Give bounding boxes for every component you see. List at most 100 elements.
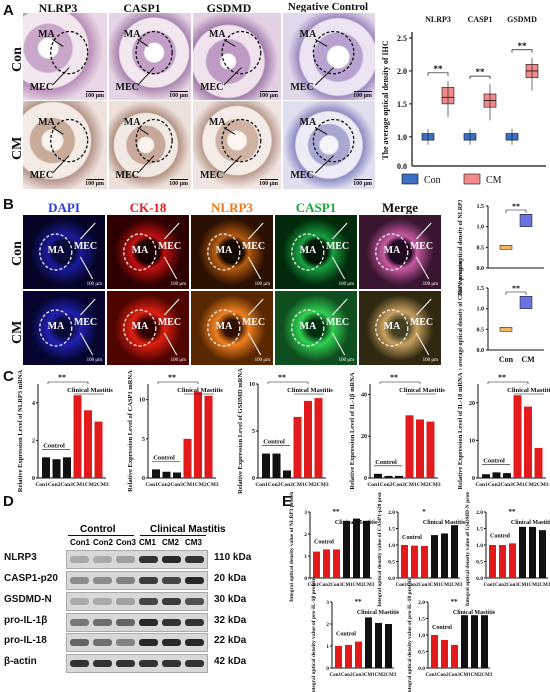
scale-bar-label: 100 μm xyxy=(338,358,354,363)
flu-image-CM-merge: MA MEC 100 μm xyxy=(358,290,442,366)
scale-bar-label: 100 μm xyxy=(338,282,354,287)
y-tick-label: 1.0 xyxy=(418,633,425,639)
bar xyxy=(529,526,536,578)
ihc-col-casp1: CASP1 xyxy=(123,1,161,15)
x-tick-labels: Con1Con2Con3CM1CM2CM3 xyxy=(330,673,397,678)
bar xyxy=(355,641,362,668)
wb-blot-pro-il-18 xyxy=(66,633,208,652)
annotation-mec: MEC xyxy=(157,317,182,328)
annotation-ma: MA xyxy=(383,245,401,256)
wb-lane-cm2: CM2 xyxy=(162,538,179,547)
wb-lane-cm1: CM1 xyxy=(139,538,156,547)
bar xyxy=(353,518,360,578)
bar xyxy=(173,472,181,478)
sig-mark: ** xyxy=(333,508,341,516)
scale-bar-label: 100 μm xyxy=(422,282,438,287)
ihc-box-chart: 1.0 1.5 2.0 2.5 0.0 The average optical densi… xyxy=(381,15,546,186)
annotation-mec: MEC xyxy=(290,169,314,181)
wb-band xyxy=(116,639,135,646)
y-axis-label: Relative Expression Level of GSDMD mRNA xyxy=(237,368,244,494)
bar xyxy=(431,635,438,668)
legend-label-cm: CM xyxy=(486,175,502,186)
wb-band xyxy=(162,556,181,563)
wb-band xyxy=(116,577,135,584)
wb-band xyxy=(70,556,89,563)
y-tick-label: 4 xyxy=(32,401,35,407)
sig-mark: ** xyxy=(509,508,517,516)
annotation-mec: MEC xyxy=(200,81,224,93)
sig-bracket xyxy=(469,75,491,80)
control-label: Control xyxy=(153,454,175,461)
y-tick-label: 0.5 xyxy=(476,560,483,566)
ihc-image-CM-1: MA MEC 100 μm xyxy=(108,100,192,190)
panel-label-c: C xyxy=(3,368,14,385)
scale-bar xyxy=(260,179,278,180)
wb-band xyxy=(116,556,135,563)
x-tick-labels: Con1Con2Con3CM1CM2CM3 xyxy=(367,482,441,488)
annotation-ma: MA xyxy=(123,28,141,40)
scale-bar-label: 100 μm xyxy=(169,181,188,187)
panel-label-d: D xyxy=(3,493,14,510)
control-label: Control xyxy=(483,457,505,464)
flu-image-Con-casp1: MA MEC 100 μm xyxy=(274,214,358,290)
bar xyxy=(162,471,171,478)
annotation-ma: MA xyxy=(215,321,233,332)
x-label-cm: CM xyxy=(521,355,535,364)
annotation-mec: MEC xyxy=(29,81,54,93)
y-tick-label: 1.0 xyxy=(388,543,395,549)
x-tick-labels: Con1Con2Con3CM1CM2CM3 xyxy=(308,583,375,588)
sig-bracket xyxy=(511,49,533,53)
wb-band xyxy=(139,598,158,605)
wb-protein-label: β-actin xyxy=(4,656,37,667)
scale-bar-label: 100 μm xyxy=(259,93,278,99)
mastitis-label: Clinical Mastitis xyxy=(507,387,550,394)
wb-kda-label: 20 kDa xyxy=(214,573,247,584)
sig-bracket xyxy=(505,291,527,295)
annotation-mec: MEC xyxy=(73,241,98,252)
annotation-mec: MEC xyxy=(200,169,224,181)
wb-band xyxy=(70,577,89,584)
sig-mark: ** xyxy=(512,202,520,211)
annotation-mec: MEC xyxy=(157,241,182,252)
flu-image-Con-ck-18: MA MEC 100 μm xyxy=(106,214,190,290)
scale-bar xyxy=(260,91,278,92)
flu-image-CM-dapi: MA MEC 100 μm xyxy=(22,290,106,366)
wb-band xyxy=(93,619,112,626)
scale-bar-label: 100 μm xyxy=(85,181,104,187)
y-axis-label: Integral optical density value of GSDMD-… xyxy=(465,492,471,606)
bar xyxy=(416,419,424,478)
wb-band xyxy=(116,660,135,667)
bar xyxy=(384,475,393,478)
y-tick-label: 1.0 xyxy=(476,543,483,549)
sig-mark: * xyxy=(422,508,426,516)
sig-mark: ** xyxy=(512,284,520,293)
y-tick-label: 20 xyxy=(469,401,475,407)
wb-blot-casp1-p20 xyxy=(66,571,208,590)
scale-bar-label: 100 μm xyxy=(422,358,438,363)
legend-swatch-cm xyxy=(463,173,481,185)
y-tick-label: 1.5 xyxy=(477,204,485,210)
flu-col-merge: Merge xyxy=(381,200,419,215)
wb-band xyxy=(93,598,112,605)
ihc-image-Con-1: MA MEC 100 μm xyxy=(108,12,192,102)
wb-band xyxy=(139,660,158,667)
bar xyxy=(492,472,501,478)
y-tick-label: 0.5 xyxy=(477,327,485,333)
sig-mark: ** xyxy=(58,373,66,382)
annotation-mec: MEC xyxy=(115,169,139,181)
annotation-ma: MA xyxy=(38,116,55,128)
bar xyxy=(262,453,270,478)
y-tick-label: 1.0 xyxy=(477,225,485,231)
annotation-mec: MEC xyxy=(409,317,434,328)
sig-bracket xyxy=(157,381,199,384)
flu-col-ck-18: CK-18 xyxy=(129,200,167,215)
wb-kda-label: 30 kDa xyxy=(214,594,247,605)
sig-bracket xyxy=(487,381,529,384)
bar xyxy=(363,520,370,578)
y-tick-label: 0 xyxy=(304,576,307,582)
scale-bar-label: 100 μm xyxy=(85,93,104,99)
bar xyxy=(395,475,403,478)
bar xyxy=(539,530,546,578)
y-tick-label: 0 xyxy=(364,476,367,482)
y-tick-label: 0.0 xyxy=(476,576,483,582)
